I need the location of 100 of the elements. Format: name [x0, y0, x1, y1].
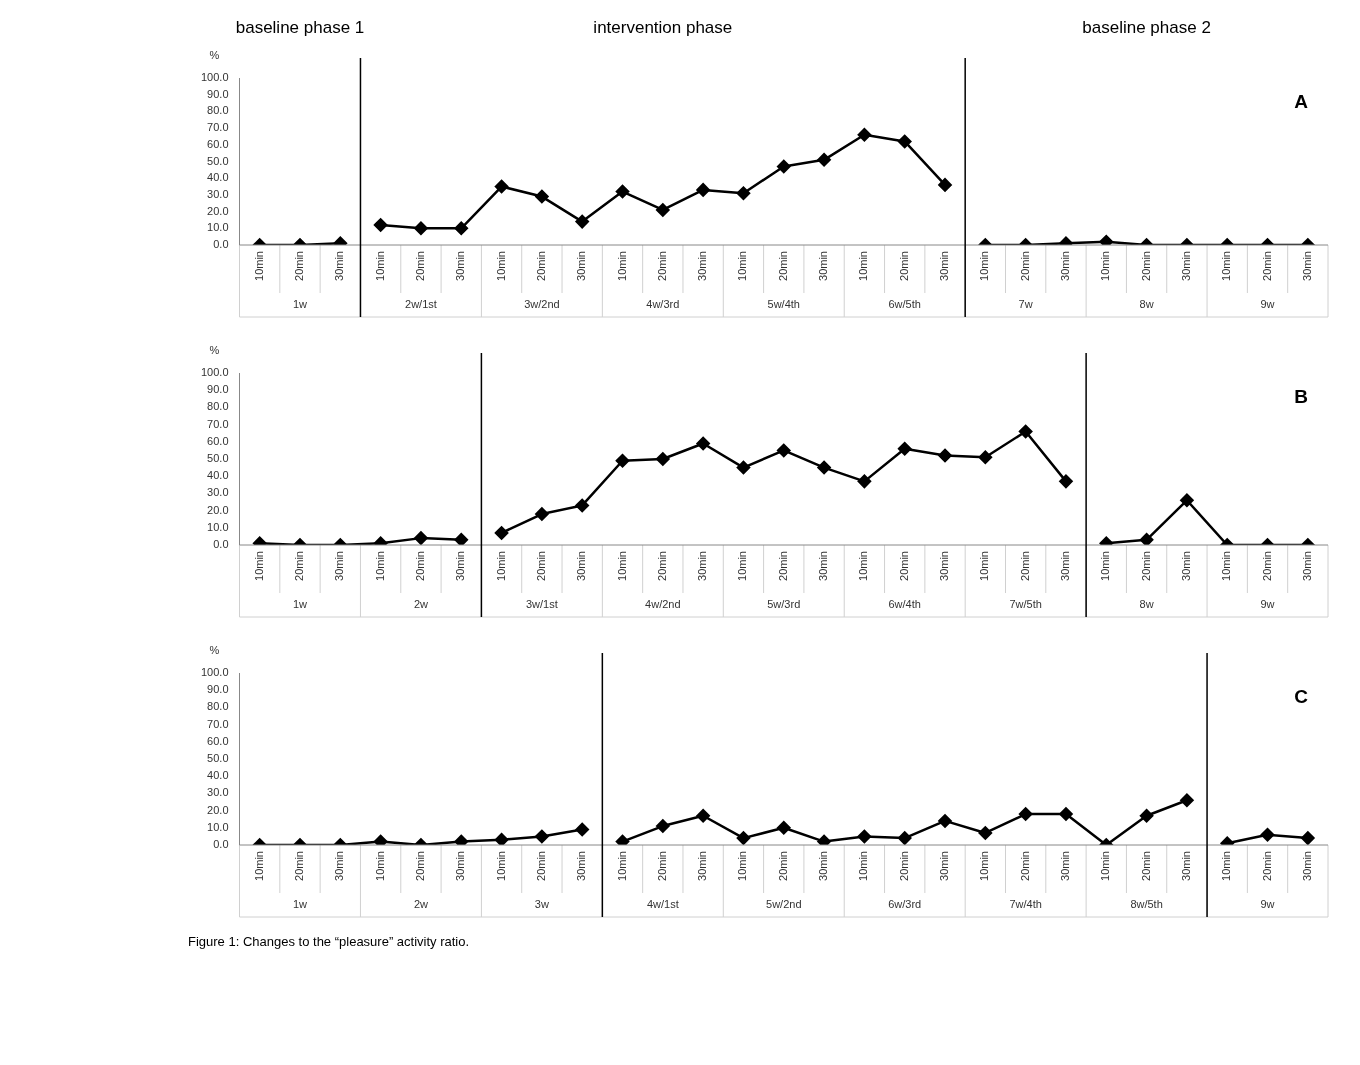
x-tick-label: 20min [534, 551, 547, 581]
x-tick-label: 10min [252, 851, 265, 881]
x-tick-label: 30min [1179, 551, 1192, 581]
x-tick-label: 20min [655, 551, 668, 581]
point [938, 448, 952, 463]
x-tick-label: 10min [1099, 251, 1112, 281]
x-tick-label: 20min [413, 551, 426, 581]
x-tick-label: 10min [615, 251, 628, 281]
x-tick-label: 10min [736, 551, 749, 581]
point [656, 452, 670, 466]
y-tick-label: 60.0 [207, 734, 229, 747]
x-tick-label: 20min [1260, 251, 1273, 281]
y-tick-label: 70.0 [207, 717, 229, 730]
point [535, 507, 549, 521]
text: 3w [534, 898, 549, 911]
x-tick-label: 30min [1179, 851, 1192, 881]
point [575, 498, 589, 513]
text: intervention phase [593, 17, 733, 37]
x-tick-label: 30min [817, 251, 830, 281]
y-tick-label: 20.0 [207, 503, 229, 516]
x-tick-label: 10min [615, 551, 628, 581]
y-tick-label: 70.0 [207, 417, 229, 430]
x-tick-label: 20min [776, 551, 789, 581]
x-tick-label: 30min [1300, 851, 1313, 881]
x-tick-label: 10min [373, 851, 386, 881]
y-tick-label: 30.0 [207, 786, 229, 799]
text: 7w [1018, 298, 1033, 311]
x-tick-label: 30min [817, 551, 830, 581]
point [696, 436, 710, 451]
x-tick-label: 20min [293, 551, 306, 581]
x-tick-label: 10min [615, 851, 628, 881]
y-tick-label: 0.0 [213, 838, 229, 851]
x-tick-label: 10min [494, 251, 507, 281]
text: 4w/2nd [645, 598, 681, 611]
text: 6w/5th [888, 298, 921, 311]
y-axis-title: % [209, 49, 220, 62]
x-tick-label: 30min [1058, 851, 1071, 881]
y-tick-label: 90.0 [207, 683, 229, 696]
text: 6w/3rd [888, 898, 922, 911]
text: 9w [1260, 298, 1275, 311]
text: 9w [1260, 598, 1275, 611]
point [454, 533, 468, 545]
x-tick-label: 30min [817, 851, 830, 881]
text: 8w [1139, 598, 1154, 611]
x-tick-label: 30min [333, 851, 346, 881]
x-tick-label: 30min [696, 251, 709, 281]
point [1059, 474, 1073, 489]
text: 1w [292, 898, 308, 911]
y-tick-label: 50.0 [207, 752, 229, 765]
x-tick-label: 10min [736, 851, 749, 881]
point [817, 460, 831, 475]
x-tick-label: 20min [1139, 851, 1152, 881]
y-tick-label: 100.0 [201, 71, 229, 84]
x-tick-label: 20min [655, 251, 668, 281]
point [897, 441, 912, 456]
text: 8w [1139, 298, 1154, 311]
text: baseline phase 1 [235, 17, 365, 37]
text: 8w/5th [1130, 898, 1163, 911]
x-tick-label: 30min [938, 851, 951, 881]
text: 7w/4th [1009, 898, 1042, 911]
text: baseline phase 2 [1082, 17, 1211, 37]
x-tick-label: 10min [1099, 551, 1112, 581]
x-tick-label: 20min [897, 551, 910, 581]
x-tick-label: 10min [494, 551, 507, 581]
x-tick-label: 30min [575, 851, 588, 881]
x-tick-label: 30min [575, 251, 588, 281]
x-tick-label: 20min [534, 851, 547, 881]
text: 2w [413, 898, 429, 911]
x-tick-label: 10min [252, 251, 265, 281]
y-tick-label: 40.0 [207, 171, 229, 184]
x-tick-label: 30min [938, 251, 951, 281]
x-tick-label: 20min [534, 251, 547, 281]
x-tick-label: 20min [1018, 551, 1031, 581]
x-tick-label: 10min [1220, 851, 1233, 881]
y-tick-label: 50.0 [207, 452, 229, 465]
text: 3w/2nd [524, 298, 560, 311]
x-tick-label: 30min [696, 851, 709, 881]
y-tick-label: 30.0 [207, 187, 229, 200]
point [777, 443, 791, 458]
x-tick-label: 10min [1220, 251, 1233, 281]
y-tick-label: 100.0 [201, 366, 229, 379]
x-tick-label: 30min [1300, 251, 1313, 281]
x-tick-label: 30min [575, 551, 588, 581]
y-tick-label: 40.0 [207, 469, 229, 482]
x-tick-label: 30min [1058, 551, 1071, 581]
x-tick-label: 10min [857, 551, 870, 581]
x-tick-label: 10min [1099, 851, 1112, 881]
x-tick-label: 10min [373, 251, 386, 281]
x-tick-label: 20min [655, 851, 668, 881]
y-tick-label: 20.0 [207, 204, 229, 217]
text: 4w/3rd [646, 298, 680, 311]
x-tick-label: 10min [494, 851, 507, 881]
y-tick-label: 100.0 [201, 666, 229, 679]
y-axis-title: % [209, 644, 220, 657]
text: 9w [1260, 898, 1275, 911]
y-tick-label: 10.0 [207, 520, 229, 533]
y-tick-label: 90.0 [207, 383, 229, 396]
x-tick-label: 30min [938, 551, 951, 581]
point [1018, 424, 1033, 439]
text: 2w [413, 598, 429, 611]
